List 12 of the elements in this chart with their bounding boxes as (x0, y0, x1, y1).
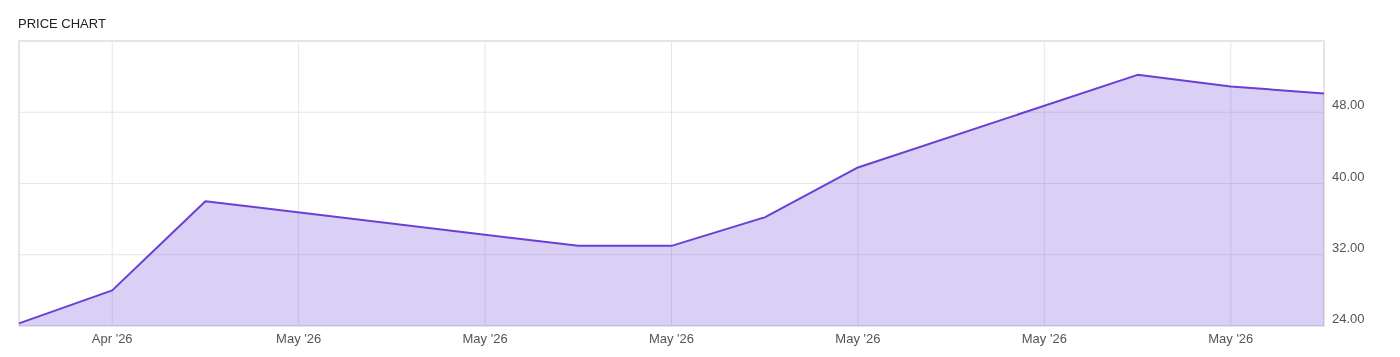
y-tick-label: 32.00 (1332, 239, 1365, 255)
y-tick-label: 40.00 (1332, 168, 1365, 184)
x-tick-label: May '26 (462, 331, 508, 346)
chart-title: PRICE CHART (18, 16, 106, 31)
x-tick-label: May '26 (835, 331, 881, 346)
x-tick-label: May '26 (276, 331, 322, 346)
x-tick-label: May '26 (1021, 331, 1067, 346)
y-tick-label: 48.00 (1332, 97, 1365, 113)
x-tick-label: May '26 (648, 331, 695, 346)
y-tick-label: 24.00 (1332, 311, 1365, 326)
x-tick-label: May '26 (1208, 331, 1254, 346)
x-tick-label: Apr '26 (91, 331, 133, 346)
